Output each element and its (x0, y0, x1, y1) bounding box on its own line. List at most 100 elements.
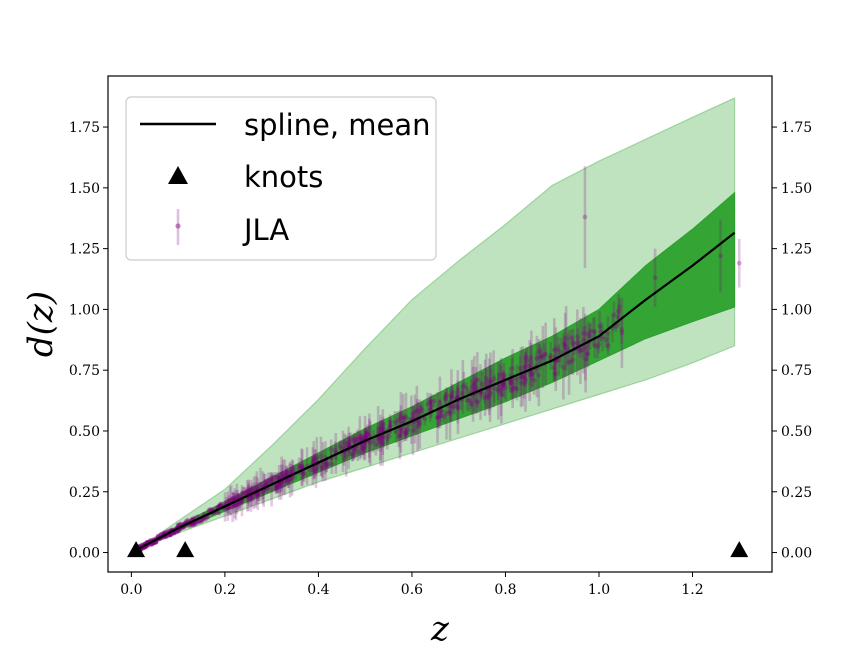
jla-point (310, 459, 316, 465)
jla-point (575, 334, 581, 340)
jla-point (587, 333, 593, 339)
jla-point (530, 372, 535, 377)
jla-point (202, 516, 208, 522)
legend: spline, mean knots JLA (125, 96, 437, 261)
x-tick-label: 0.0 (120, 582, 142, 598)
jla-point (552, 371, 558, 377)
jla-point (273, 474, 279, 480)
jla-point (217, 502, 223, 508)
jla-point (279, 471, 285, 477)
jla-point (585, 331, 591, 337)
jla-point (285, 478, 291, 484)
jla-point (290, 466, 296, 472)
y-tick-label-left: 0.00 (69, 546, 100, 562)
jla-point (300, 471, 306, 477)
jla-point (514, 376, 520, 382)
jla-point (540, 354, 546, 360)
jla-point (242, 490, 248, 496)
jla-point (324, 461, 330, 467)
jla-point (355, 449, 361, 455)
jla-point-highz (652, 275, 658, 281)
jla-point (461, 382, 467, 388)
jla-point (395, 418, 400, 423)
jla-point (521, 381, 527, 387)
jla-point (249, 496, 255, 502)
jla-point (547, 355, 553, 361)
jla-point (216, 510, 222, 516)
legend-point-swatch (175, 223, 181, 229)
jla-point (346, 442, 352, 448)
jla-point (561, 340, 567, 346)
jla-point (414, 408, 420, 414)
jla-point (509, 380, 515, 386)
y-tick-label-left: 1.00 (69, 302, 100, 318)
jla-point (258, 481, 263, 487)
x-tick-label: 1.2 (681, 582, 703, 598)
jla-point (595, 344, 601, 350)
jla-point (314, 454, 320, 459)
jla-point (529, 370, 534, 376)
jla-point (527, 372, 533, 378)
jla-point (342, 440, 348, 446)
jla-point (197, 519, 203, 525)
jla-point (580, 347, 586, 353)
jla-point (246, 487, 252, 493)
jla-point (254, 485, 260, 490)
jla-point (517, 365, 523, 371)
jla-point (491, 376, 497, 382)
jla-point (346, 440, 352, 446)
jla-point (230, 504, 235, 510)
jla-point (435, 415, 441, 421)
jla-point (590, 329, 596, 334)
jla-point (523, 379, 528, 384)
x-tick-label: 0.4 (307, 582, 329, 598)
jla-point (269, 487, 275, 492)
jla-point (350, 451, 356, 457)
jla-point (509, 387, 515, 393)
jla-point (378, 438, 384, 443)
jla-point (486, 394, 492, 400)
jla-point (471, 381, 477, 386)
jla-point (435, 415, 440, 421)
jla-point (417, 421, 423, 427)
jla-point (364, 432, 370, 437)
jla-point (354, 437, 360, 442)
jla-point (587, 328, 593, 334)
jla-point (464, 397, 470, 403)
jla-point (562, 342, 568, 348)
jla-point (260, 489, 266, 495)
jla-point (195, 519, 201, 525)
jla-point (276, 482, 281, 487)
legend-label: spline, mean (244, 108, 431, 142)
spline-mean-line (135, 231, 736, 552)
jla-point (250, 494, 256, 499)
jla-point (240, 490, 246, 496)
jla-point (438, 413, 444, 418)
jla-point (435, 414, 441, 419)
jla-point (313, 468, 318, 474)
jla-point (378, 435, 383, 441)
jla-point (403, 430, 408, 436)
jla-point (286, 478, 292, 484)
jla-point (599, 334, 605, 340)
jla-point (484, 393, 490, 399)
jla-point (404, 431, 409, 436)
jla-point (417, 410, 423, 415)
jla-point (584, 351, 590, 357)
jla-point (473, 377, 479, 383)
jla-point (581, 337, 586, 343)
jla-point (398, 426, 404, 432)
jla-point (313, 466, 319, 472)
jla-point-highz (718, 253, 723, 259)
jla-point (498, 388, 504, 393)
jla-point (323, 463, 329, 469)
jla-point (551, 365, 557, 371)
jla-point (512, 385, 518, 391)
legend-label: JLA (242, 213, 289, 247)
y-tick-label-right: 1.25 (781, 242, 812, 258)
jla-point (464, 385, 470, 391)
jla-point (318, 453, 324, 459)
jla-point (487, 391, 493, 396)
jla-point (501, 372, 507, 377)
jla-point (537, 354, 543, 360)
